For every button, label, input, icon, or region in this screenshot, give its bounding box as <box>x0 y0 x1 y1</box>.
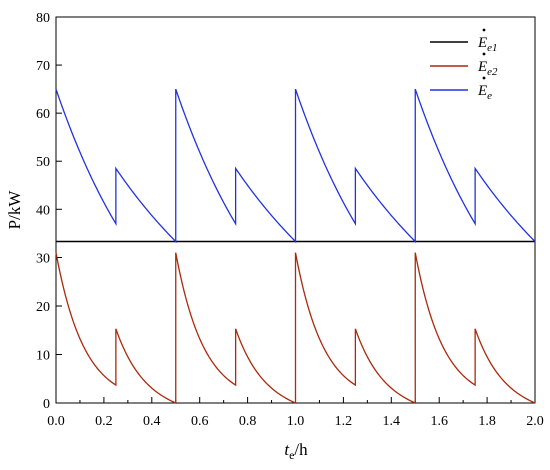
x-tick-label: 1.6 <box>430 414 448 429</box>
legend-dot-accent <box>482 28 486 32</box>
legend-label-main: E <box>477 35 487 51</box>
legend-label: Ee1 <box>477 35 498 54</box>
legend-label: Ee2 <box>477 59 498 78</box>
x-tick-label: 1.2 <box>335 414 353 429</box>
x-tick-label: 0.4 <box>143 414 161 429</box>
y-tick-label: 80 <box>36 11 50 26</box>
legend-label-sub: e2 <box>487 66 498 78</box>
y-axis-top: 40 50 60 70 80 <box>36 11 62 218</box>
x-tick-label: 1.8 <box>478 414 496 429</box>
y-tick-label: 0 <box>43 397 50 412</box>
y-axis-label: P/kW <box>5 190 24 230</box>
legend-dot-accent <box>482 52 486 56</box>
x-axis: 0.0 0.2 0.4 0.6 0.8 1.0 1.2 1.4 1.6 1.8 2.0 <box>47 397 544 429</box>
legend-label: Ee <box>477 83 492 102</box>
legend-label-main: E <box>477 59 487 75</box>
x-tick-label: 1.0 <box>287 414 305 429</box>
y-axis-bottom: 0 10 20 30 <box>36 252 62 412</box>
x-axis-label: te/h <box>284 440 308 462</box>
y-tick-label: 40 <box>36 203 50 218</box>
x-axis-label-sub: e <box>289 448 294 462</box>
x-tick-label: 0.8 <box>239 414 257 429</box>
legend-label-sub: e1 <box>487 42 497 54</box>
y-tick-label: 60 <box>36 107 50 122</box>
x-tick-label: 2.0 <box>526 414 544 429</box>
x-axis-label-main: t <box>284 440 290 459</box>
y-tick-label: 50 <box>36 155 50 170</box>
legend-label-main: E <box>477 83 487 99</box>
y-tick-label: 70 <box>36 59 50 74</box>
x-tick-label: 1.4 <box>383 414 401 429</box>
x-tick-label: 0.6 <box>191 414 209 429</box>
series-line-top <box>55 88 536 244</box>
x-tick-label: 0.0 <box>47 414 65 429</box>
y-tick-label: 20 <box>36 300 50 315</box>
x-axis-label-unit: /h <box>294 440 308 459</box>
series-layer <box>55 88 536 405</box>
legend-dot-accent <box>482 76 486 80</box>
y-tick-label: 10 <box>36 349 50 364</box>
legend-label-sub: e <box>487 90 492 102</box>
series-line-bottom <box>55 252 536 405</box>
x-tick-label: 0.2 <box>95 414 113 429</box>
y-tick-label: 30 <box>36 252 50 267</box>
